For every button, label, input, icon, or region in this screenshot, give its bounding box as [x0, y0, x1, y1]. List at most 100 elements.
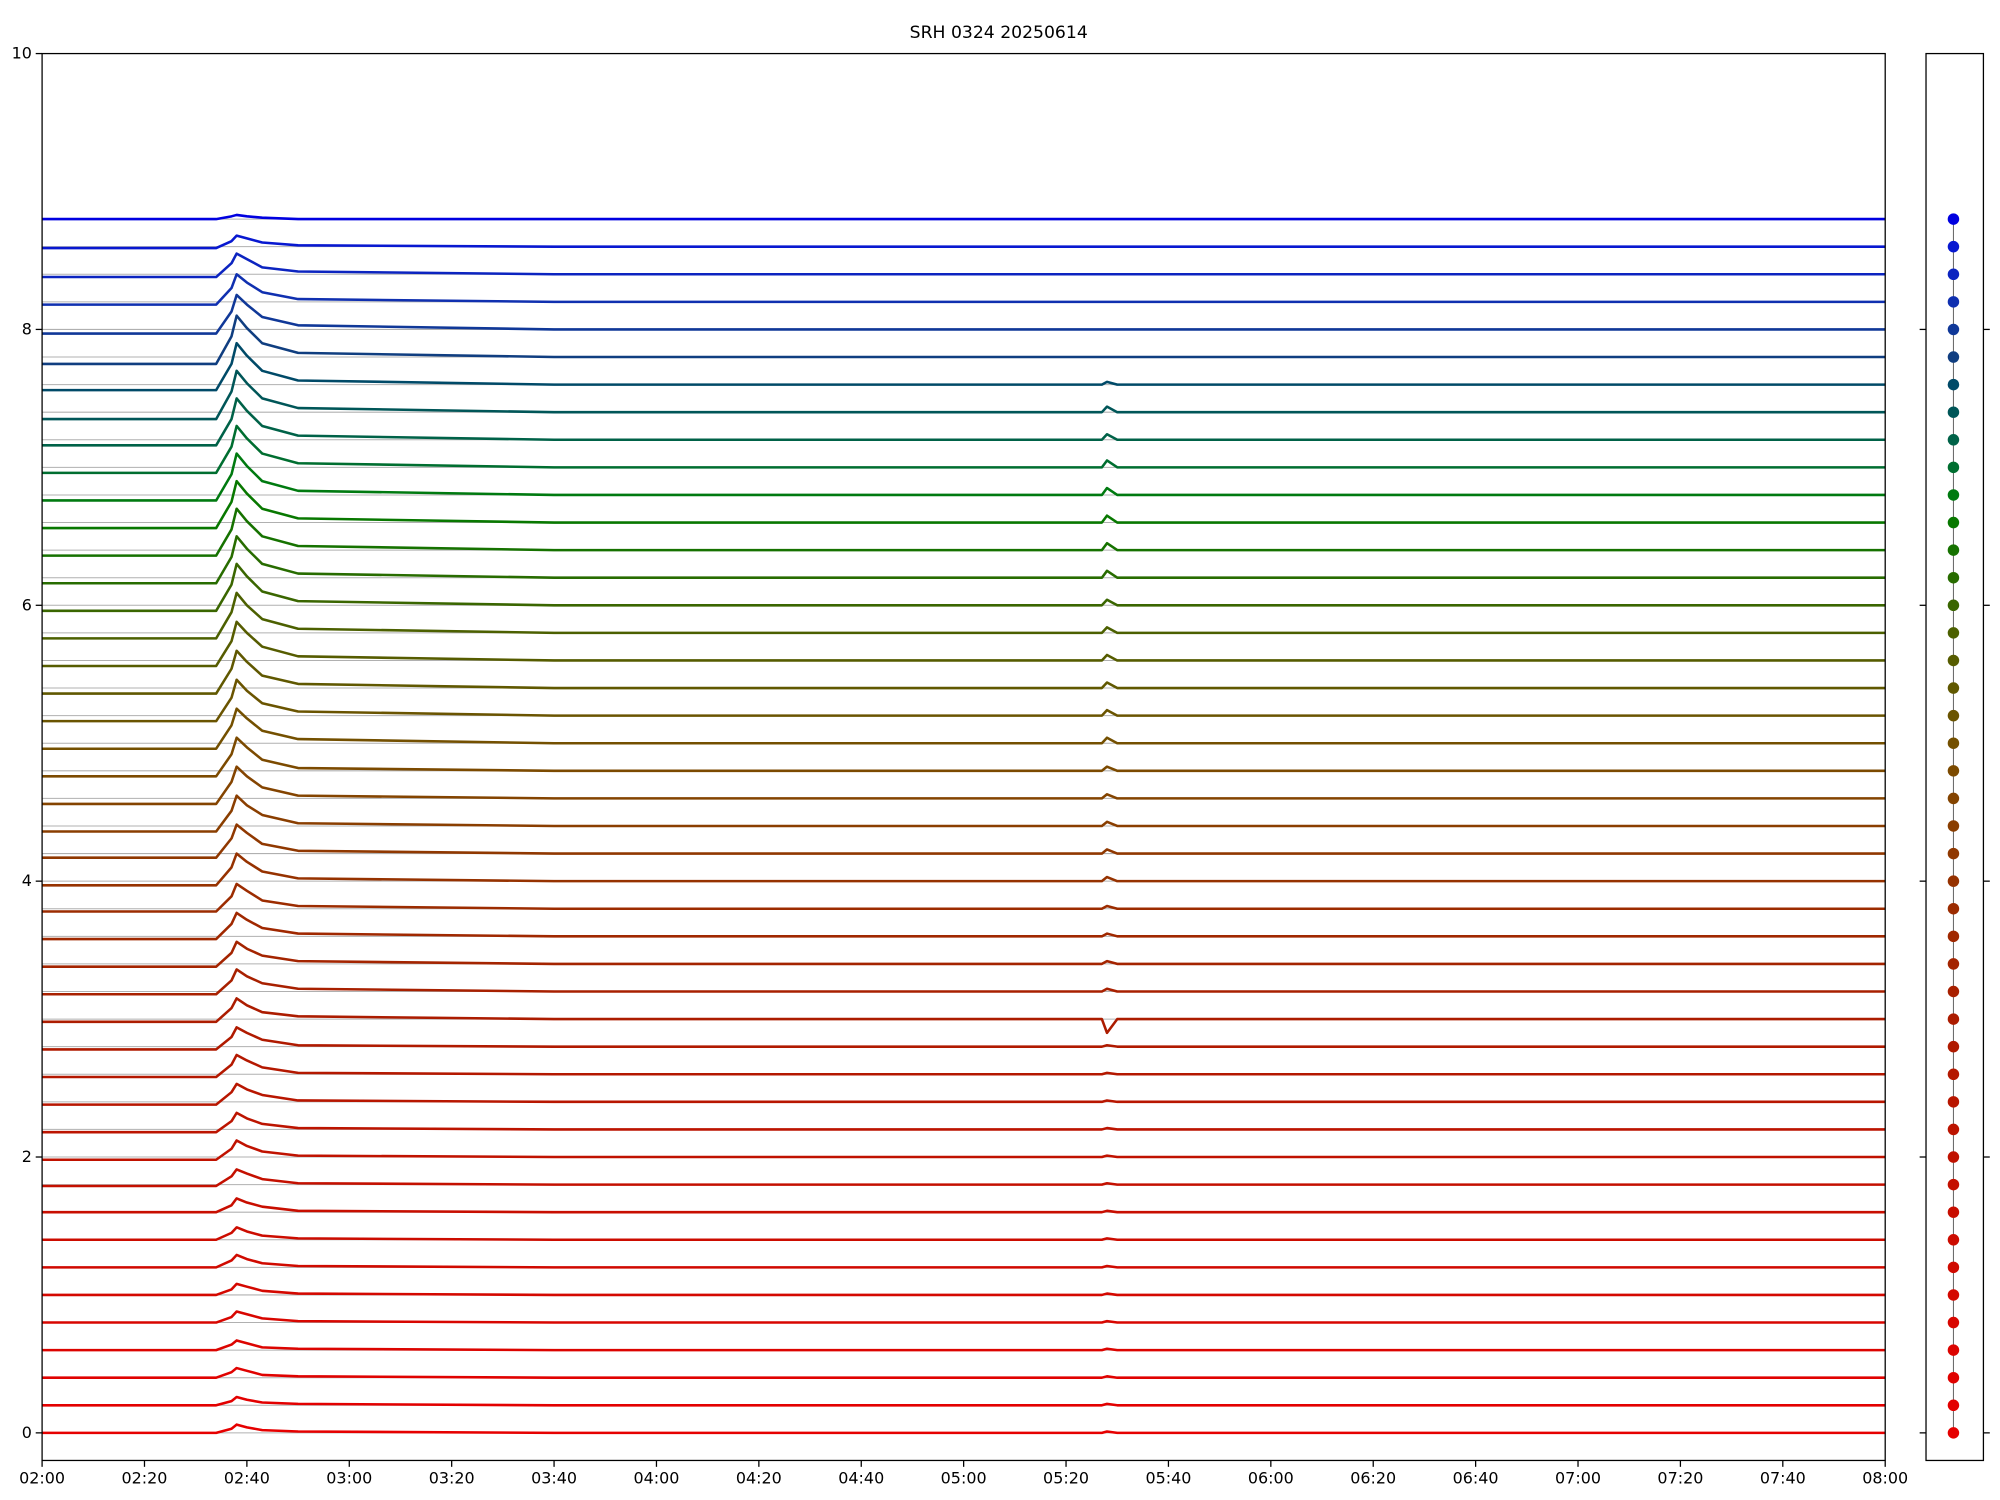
series-line — [42, 940, 1886, 968]
level-dot — [1947, 351, 1960, 363]
x-tick-label: 02:40 — [224, 1468, 270, 1487]
series-line — [42, 736, 1886, 778]
y-tick-label: 2 — [22, 1147, 32, 1166]
series-line — [42, 272, 1886, 306]
series-line — [42, 452, 1886, 502]
series-line — [42, 1053, 1886, 1079]
series-line — [42, 341, 1886, 392]
x-tick-label: 02:20 — [122, 1468, 168, 1487]
series-line — [42, 397, 1886, 447]
level-dot — [1947, 268, 1960, 280]
level-dot — [1947, 682, 1960, 694]
x-tick-label: 07:40 — [1760, 1468, 1806, 1487]
level-dot — [1947, 1261, 1960, 1274]
x-tick-label: 07:20 — [1657, 1468, 1703, 1487]
series-line — [42, 620, 1886, 668]
series-line — [42, 997, 1886, 1035]
x-tick-label: 04:00 — [633, 1468, 679, 1487]
series-line — [42, 252, 1886, 279]
series-line — [42, 882, 1886, 913]
level-dot — [1947, 1289, 1960, 1301]
level-dot — [1947, 1344, 1960, 1356]
x-tick-label: 06:40 — [1453, 1468, 1499, 1487]
level-dot — [1947, 1096, 1960, 1108]
level-dot — [1947, 1206, 1960, 1218]
series-line — [42, 591, 1886, 640]
level-dot — [1947, 1068, 1960, 1080]
plot-frame — [41, 52, 1886, 1462]
series-line — [42, 369, 1886, 421]
level-dot — [1947, 544, 1960, 556]
level-dot — [1947, 213, 1960, 225]
level-dot — [1947, 792, 1960, 805]
series-line — [42, 678, 1886, 723]
series-line — [42, 479, 1886, 530]
x-tick-label: 06:20 — [1350, 1468, 1396, 1487]
x-tick-label: 02:00 — [19, 1468, 65, 1487]
level-dot — [1947, 847, 1960, 860]
series-line — [42, 1082, 1886, 1106]
side-panel-frame — [1925, 52, 1985, 1462]
series-line — [42, 562, 1886, 613]
x-tick-label: 03:20 — [429, 1468, 475, 1487]
level-dot — [1947, 1040, 1960, 1053]
level-dot — [1947, 240, 1960, 253]
level-dot — [1947, 1427, 1960, 1439]
series-line — [42, 1366, 1886, 1379]
x-tick-label: 03:40 — [531, 1468, 577, 1487]
series-line — [42, 823, 1886, 859]
level-dot — [1947, 599, 1960, 612]
x-tick-label: 08:00 — [1862, 1468, 1908, 1487]
series-line — [42, 649, 1886, 695]
series-line — [42, 1139, 1886, 1162]
series-line — [42, 794, 1886, 833]
x-tick-label: 03:00 — [326, 1468, 372, 1487]
level-dot — [1947, 958, 1960, 970]
series-line — [42, 765, 1886, 806]
series-line — [42, 911, 1886, 941]
x-tick-label: 06:00 — [1248, 1468, 1294, 1487]
y-tick-label: 8 — [22, 320, 32, 339]
level-dot — [1947, 1371, 1960, 1384]
level-dot — [1947, 985, 1960, 998]
series-line — [42, 234, 1886, 250]
series-line — [42, 1310, 1886, 1324]
chart-title: SRH 0324 20250614 — [910, 23, 1088, 43]
level-dot — [1947, 902, 1960, 915]
level-dot — [1947, 930, 1960, 943]
x-tick-label: 04:20 — [736, 1468, 782, 1487]
series-line — [42, 1253, 1886, 1269]
level-dot — [1947, 1123, 1960, 1136]
level-dot — [1947, 516, 1960, 529]
level-dot — [1947, 627, 1960, 639]
y-tick-label: 4 — [22, 871, 32, 890]
series-line — [42, 707, 1886, 751]
level-dot — [1947, 709, 1960, 722]
level-dot — [1947, 571, 1960, 584]
series-line — [42, 293, 1886, 335]
level-dot — [1947, 1399, 1960, 1412]
x-tick-label: 05:00 — [941, 1468, 987, 1487]
level-dot — [1947, 654, 1960, 667]
x-tick-label: 05:40 — [1145, 1468, 1191, 1487]
series-line — [42, 535, 1886, 585]
level-dot — [1947, 323, 1960, 336]
level-dot — [1947, 1151, 1960, 1163]
series-line — [42, 1395, 1886, 1407]
series-line — [42, 968, 1886, 996]
y-tick-label: 10 — [12, 44, 32, 63]
series-line — [42, 1197, 1886, 1214]
series-line — [42, 1026, 1886, 1051]
level-dot — [1947, 1316, 1960, 1329]
series-line — [42, 314, 1886, 366]
series-line — [42, 1282, 1886, 1297]
x-tick-label: 07:00 — [1555, 1468, 1601, 1487]
level-dot — [1947, 875, 1960, 887]
series-line — [42, 424, 1886, 475]
level-dot — [1947, 820, 1960, 832]
series-line — [42, 213, 1886, 221]
series-line — [42, 1423, 1886, 1435]
series-line — [42, 1339, 1886, 1352]
level-dot — [1947, 1178, 1960, 1191]
level-dot — [1947, 461, 1960, 474]
